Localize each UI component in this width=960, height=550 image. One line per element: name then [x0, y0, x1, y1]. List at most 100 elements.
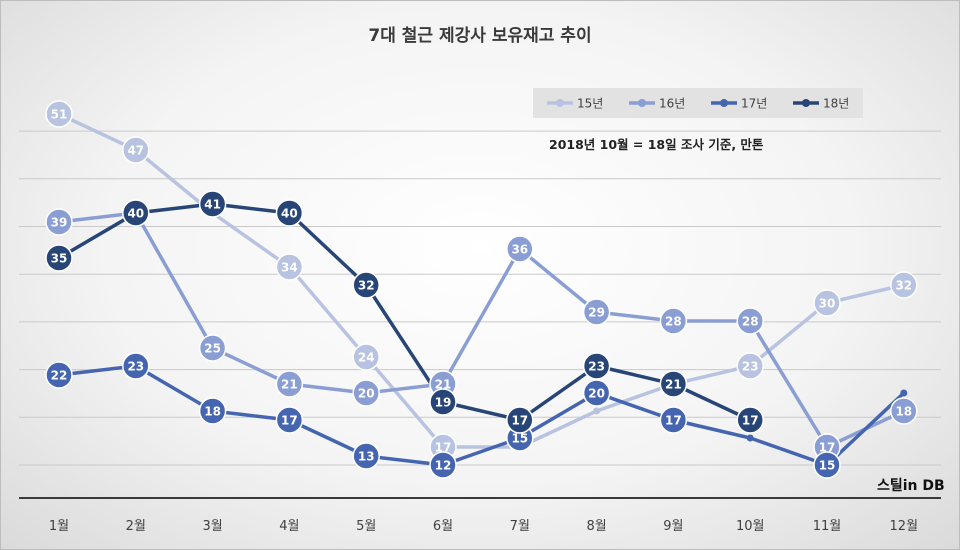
data-label: 36	[511, 243, 528, 257]
data-point	[275, 253, 304, 281]
data-label: 17	[665, 414, 682, 428]
data-label: 51	[51, 108, 68, 122]
data-point	[813, 451, 841, 479]
data-label: 32	[895, 279, 912, 293]
data-label: 39	[51, 216, 68, 230]
data-label: 24	[358, 351, 375, 365]
data-point	[582, 352, 611, 380]
data-point	[429, 451, 457, 479]
data-label: 28	[742, 315, 759, 329]
data-point	[45, 361, 73, 389]
x-tick-label: 2월	[126, 519, 146, 534]
legend-marker	[556, 99, 564, 107]
data-point	[275, 199, 304, 227]
data-point	[275, 370, 304, 398]
series-line	[58, 211, 905, 449]
data-label: 23	[588, 360, 605, 374]
data-label: 40	[281, 207, 298, 221]
legend-label: 15년	[577, 97, 603, 111]
data-point	[506, 235, 534, 263]
data-label: 15	[511, 432, 528, 446]
data-point	[122, 352, 150, 380]
data-label: 23	[742, 360, 759, 374]
data-point	[198, 190, 227, 218]
chart-note: 2018년 10월 = 18일 조사 기준, 만톤	[549, 137, 764, 152]
x-tick-label: 7월	[510, 519, 530, 534]
data-point	[352, 442, 380, 470]
legend-label: 18년	[823, 97, 849, 111]
data-point	[900, 389, 908, 397]
data-point	[429, 388, 457, 416]
data-label: 20	[358, 387, 375, 401]
data-label: 25	[204, 342, 221, 356]
data-label: 23	[127, 360, 144, 374]
data-point	[122, 199, 150, 227]
data-label: 32	[358, 279, 375, 293]
data-label: 15	[819, 459, 836, 473]
x-tick-label: 12월	[890, 519, 919, 534]
data-label: 18	[204, 405, 221, 419]
data-point	[736, 406, 764, 434]
data-point	[198, 334, 227, 362]
x-tick-label: 10월	[736, 519, 765, 534]
data-label: 35	[51, 252, 68, 266]
x-tick-label: 8월	[586, 519, 606, 534]
data-label: 17	[435, 441, 452, 455]
data-label: 41	[204, 198, 221, 212]
data-label: 21	[281, 378, 298, 392]
x-tick-label: 5월	[356, 519, 376, 534]
data-point	[582, 379, 611, 407]
data-point	[890, 271, 918, 299]
data-label: 30	[819, 297, 836, 311]
data-point	[45, 208, 73, 236]
data-point	[352, 379, 380, 407]
data-label: 13	[358, 450, 375, 464]
data-label: 29	[588, 306, 605, 320]
data-label: 17	[742, 414, 759, 428]
x-tick-label: 1월	[49, 519, 69, 534]
data-label: 17	[511, 414, 528, 428]
data-point	[659, 307, 688, 335]
legend-marker	[720, 99, 728, 107]
legend-label: 17년	[741, 97, 767, 111]
data-label: 20	[588, 387, 605, 401]
series-line	[58, 364, 905, 467]
x-tick-label: 3월	[202, 519, 222, 534]
data-label: 19	[435, 396, 452, 410]
data-point	[746, 434, 754, 442]
x-tick-label: 6월	[433, 519, 453, 534]
data-point	[506, 406, 534, 434]
data-point	[593, 407, 601, 415]
data-point	[352, 343, 380, 371]
data-point	[198, 397, 227, 425]
data-point	[122, 136, 150, 164]
x-tick-label: 11월	[813, 519, 842, 534]
data-label: 21	[665, 378, 682, 392]
data-label: 21	[435, 378, 452, 392]
legend-label: 16년	[659, 97, 685, 111]
x-tick-label: 9월	[663, 519, 683, 534]
chart-title: 7대 철근 제강사 보유재고 추이	[368, 26, 591, 46]
watermark: 스틸in DB	[877, 478, 945, 494]
data-label: 12	[435, 459, 452, 473]
data-label: 40	[127, 207, 144, 221]
data-point	[352, 271, 380, 299]
data-point	[659, 406, 688, 434]
data-label: 47	[127, 144, 144, 158]
data-point	[659, 370, 688, 398]
data-point	[736, 352, 764, 380]
data-point	[45, 244, 73, 272]
data-point	[890, 397, 918, 425]
data-point	[813, 289, 841, 317]
data-label: 17	[819, 441, 836, 455]
data-label: 22	[51, 369, 68, 383]
data-label: 18	[895, 405, 912, 419]
data-point	[582, 298, 611, 326]
legend-marker	[802, 99, 810, 107]
legend-marker	[638, 99, 646, 107]
data-label: 28	[665, 315, 682, 329]
data-label: 17	[281, 414, 298, 428]
data-point	[736, 307, 764, 335]
